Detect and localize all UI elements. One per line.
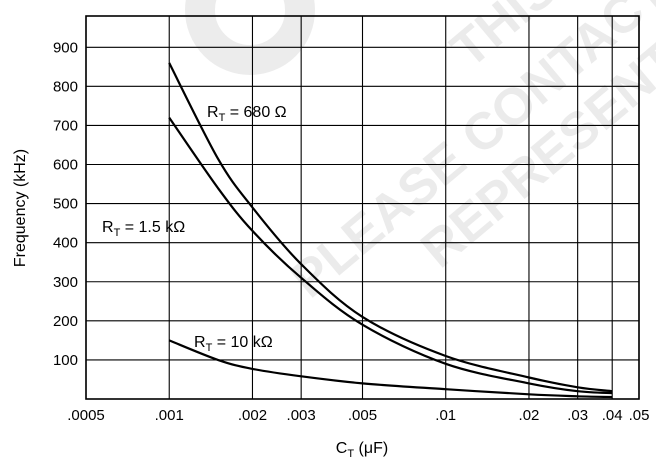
curve-rt-10-kohm (168, 339, 613, 399)
y-tick-label: 900 (53, 39, 78, 56)
curve-rt-1-5-kohm (168, 116, 613, 395)
curve-rt-680-ohm (168, 62, 613, 393)
y-tick-label: 500 (53, 196, 78, 213)
curve-label-rt-680-ohm: RT = 680 Ω (207, 104, 287, 124)
y-tick-labels: 100 200 300 400 500 600 700 800 900 (53, 39, 78, 369)
curve-label-rt-1-5-kohm: RT = 1.5 kΩ (102, 219, 185, 239)
x-tick-label: .005 (348, 407, 377, 424)
watermark-ring (185, 0, 315, 75)
x-tick-label: .03 (567, 407, 588, 424)
grid (85, 16, 640, 399)
x-tick-label: .001 (155, 407, 184, 424)
y-tick-label: 100 (53, 352, 78, 369)
watermark: THIS PLEASE CONTACT REPRESENT (185, 0, 656, 309)
x-tick-label: .04 (602, 407, 623, 424)
x-axis-title-unit: (μF) (354, 440, 388, 457)
y-tick-label: 600 (53, 157, 78, 174)
y-tick-label: 800 (53, 78, 78, 95)
x-tick-label: .002 (238, 407, 267, 424)
x-axis-title: CT (μF) (336, 440, 388, 460)
x-axis-title-sub: T (347, 448, 354, 460)
y-tick-label: 200 (53, 313, 78, 330)
curve-label-rt-10-kohm: RT = 10 kΩ (194, 334, 273, 354)
y-tick-label: 400 (53, 235, 78, 252)
plot-frame (85, 15, 640, 400)
x-tick-label: .05 (629, 407, 650, 424)
x-tick-label: .0005 (67, 407, 105, 424)
x-tick-label: .003 (287, 407, 316, 424)
curves (168, 62, 613, 399)
x-tick-label: .01 (435, 407, 456, 424)
y-axis-title: Frequency (kHz) (12, 149, 29, 267)
x-tick-labels: .0005 .001 .002 .003 .005 .01 .02 .03 .04 .05 (67, 407, 649, 424)
x-axis-title-main: C (336, 440, 348, 457)
y-tick-label: 300 (53, 274, 78, 291)
x-tick-label: .02 (519, 407, 540, 424)
y-tick-label: 700 (53, 117, 78, 134)
curve-labels: RT = 680 Ω RT = 1.5 kΩ RT = 10 kΩ (102, 104, 287, 354)
